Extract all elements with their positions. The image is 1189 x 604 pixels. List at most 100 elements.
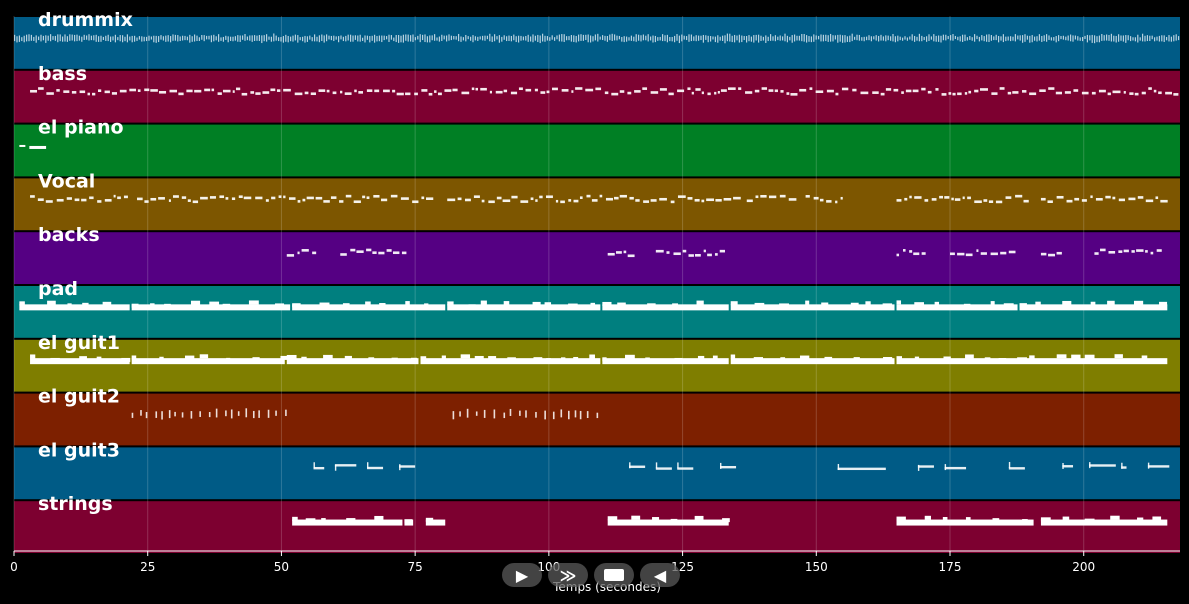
note-bass-0 — [283, 88, 291, 92]
note-el-guit1-0 — [30, 354, 36, 359]
note-el-guit3-0 — [313, 462, 315, 469]
note-el-guit2-1 — [493, 409, 496, 419]
note-drummix-0 — [242, 35, 244, 40]
note-drummix-0 — [952, 34, 954, 41]
note-drummix-0 — [218, 34, 220, 42]
note-drummix-0 — [1130, 36, 1132, 42]
note-drummix-0 — [107, 34, 109, 42]
note-drummix-0 — [918, 33, 920, 42]
note-drummix-0 — [700, 35, 702, 41]
rewind-button[interactable]: ◀ — [640, 563, 680, 587]
note-el-guit3-7 — [720, 462, 722, 469]
note-Vocal-1 — [315, 196, 323, 200]
note-bass-0 — [414, 92, 418, 96]
note-el-guit1-6 — [1071, 354, 1081, 359]
note-bass-0 — [659, 88, 667, 91]
note-Vocal-5 — [962, 196, 965, 200]
note-bass-0 — [340, 90, 343, 94]
note-drummix-0 — [232, 36, 234, 42]
play-button[interactable]: ▶ — [502, 563, 542, 587]
note-drummix-0 — [170, 36, 172, 43]
note-drummix-0 — [189, 34, 191, 43]
note-bass-0 — [745, 91, 753, 94]
note-bass-0 — [634, 90, 641, 93]
lane-el-guit3 — [14, 447, 1180, 500]
note-drummix-0 — [750, 36, 752, 42]
note-drummix-0 — [650, 36, 652, 41]
tick-label-175: 175 — [939, 560, 962, 574]
note-drummix-0 — [803, 34, 805, 42]
note-drummix-0 — [1110, 33, 1112, 42]
lane-strings — [14, 501, 1180, 553]
note-drummix-0 — [1048, 35, 1050, 40]
note-drummix-0 — [309, 35, 311, 40]
note-el-guit1-6 — [1017, 357, 1027, 362]
note-bass-0 — [687, 87, 691, 91]
note-pad-3 — [568, 303, 578, 308]
note-bass-0 — [211, 88, 215, 92]
note-drummix-0 — [844, 35, 846, 43]
note-drummix-0 — [995, 34, 997, 41]
note-pad-3 — [468, 304, 476, 309]
note-drummix-0 — [957, 36, 959, 41]
note-el-guit2-1 — [525, 410, 527, 418]
note-pad-5 — [754, 302, 765, 307]
note-drummix-0 — [623, 36, 625, 43]
note-el-guit2-0 — [168, 410, 171, 419]
note-drummix-0 — [1173, 35, 1175, 42]
note-drummix-0 — [983, 36, 985, 42]
note-bass-0 — [852, 88, 857, 92]
note-drummix-0 — [642, 34, 644, 41]
note-el-guit2-0 — [145, 412, 148, 419]
fast-forward-button[interactable]: ≫ — [548, 563, 588, 587]
note-Vocal-1 — [265, 199, 269, 202]
note-bass-0 — [534, 88, 538, 92]
note-drummix-0 — [986, 34, 988, 42]
note-drummix-0 — [710, 36, 712, 42]
note-bass-0 — [1022, 90, 1027, 93]
note-bass-0 — [396, 92, 404, 96]
note-Vocal-2 — [488, 200, 495, 204]
note-drummix-0 — [669, 37, 671, 42]
note-drummix-0 — [345, 35, 347, 42]
tick-label-150: 150 — [805, 560, 828, 574]
note-Vocal-1 — [362, 195, 366, 199]
note-drummix-0 — [206, 35, 208, 40]
note-strings-2 — [425, 517, 434, 522]
note-strings-0 — [292, 519, 403, 526]
note-drummix-0 — [1074, 35, 1076, 40]
note-drummix-0 — [626, 36, 628, 42]
transport-controls: ▶ ≫ ◀ — [502, 563, 692, 587]
note-bass-0 — [619, 90, 625, 93]
note-drummix-0 — [1017, 35, 1019, 40]
note-bass-0 — [880, 92, 885, 96]
note-drummix-0 — [83, 34, 85, 40]
note-el-guit3-8 — [837, 467, 886, 471]
note-el-guit3-14 — [1121, 462, 1123, 469]
note-drummix-0 — [798, 35, 800, 41]
note-bass-0 — [1148, 87, 1152, 90]
lane-pad — [14, 286, 1180, 338]
note-el-guit1-1 — [159, 356, 164, 361]
note-el-guit2-0 — [230, 409, 233, 419]
note-drummix-0 — [566, 36, 568, 41]
note-drummix-0 — [652, 35, 654, 43]
note-drummix-0 — [633, 36, 635, 42]
note-el-guit3-14 — [1121, 466, 1127, 469]
note-drummix-0 — [213, 34, 215, 42]
note-Vocal-2 — [573, 199, 579, 203]
note-backs-8 — [1123, 249, 1129, 253]
note-drummix-0 — [362, 37, 364, 41]
stop-button[interactable] — [594, 563, 634, 587]
note-bass-0 — [912, 89, 919, 93]
note-drummix-0 — [842, 35, 844, 43]
note-pad-1 — [164, 303, 171, 308]
note-drummix-0 — [268, 36, 270, 40]
note-Vocal-1 — [187, 199, 191, 202]
note-drummix-0 — [477, 36, 479, 41]
note-bass-0 — [561, 89, 569, 92]
note-drummix-0 — [736, 35, 738, 41]
note-el-guit2-1 — [568, 410, 570, 420]
note-drummix-0 — [239, 35, 241, 42]
note-pad-2 — [319, 302, 330, 307]
